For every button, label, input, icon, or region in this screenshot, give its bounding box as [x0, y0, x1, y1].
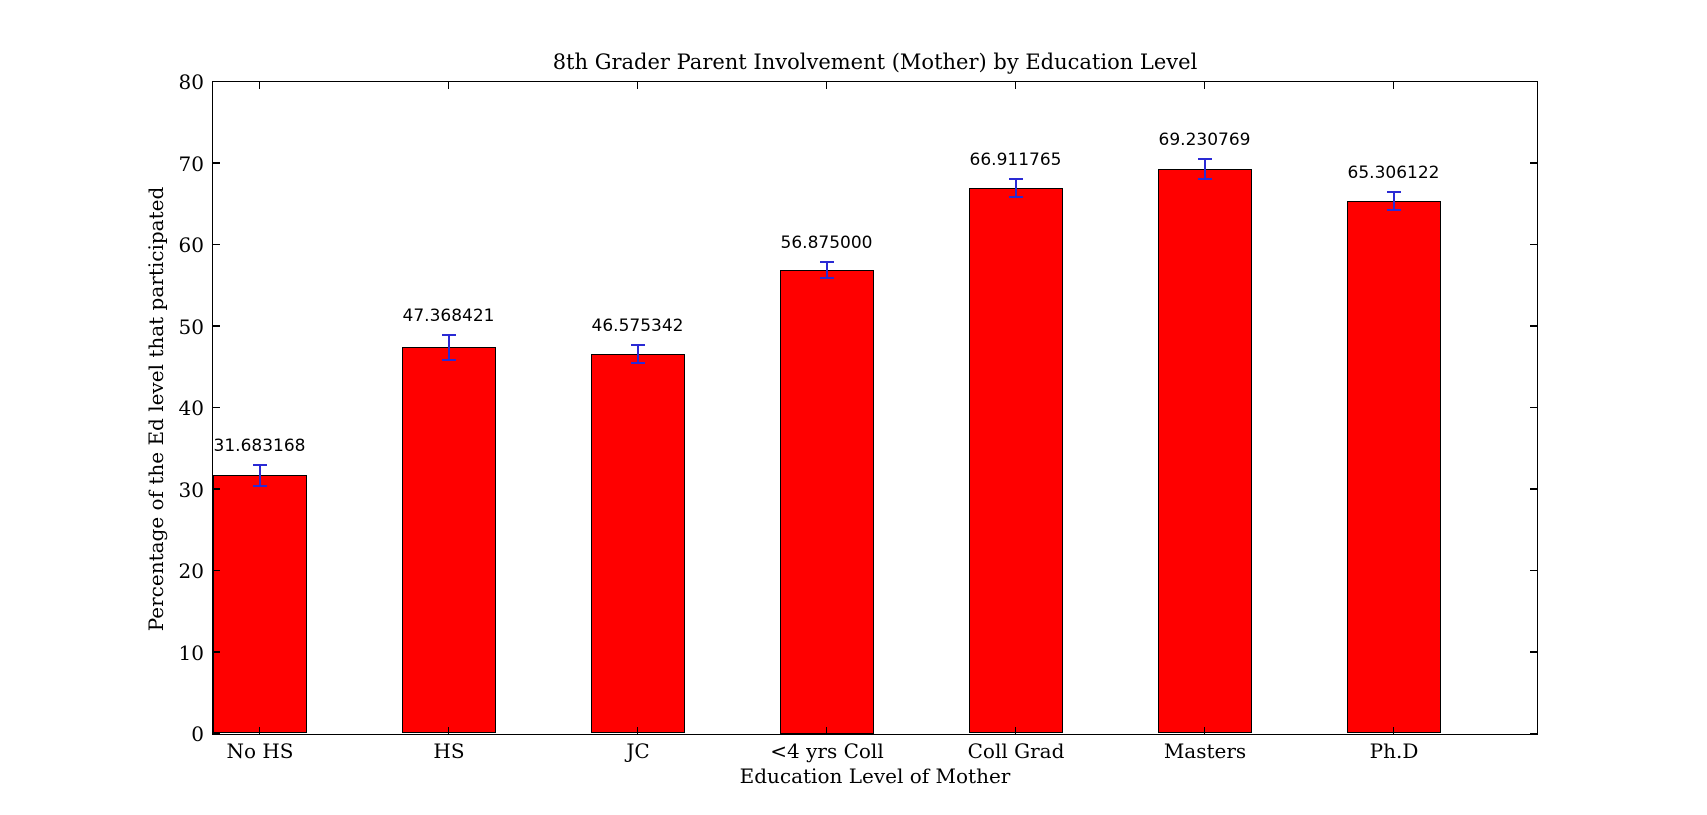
- x-tick-bottom: [636, 726, 639, 734]
- y-tick-right: [1529, 162, 1537, 164]
- error-bar-cap-bottom: [441, 358, 456, 361]
- x-tick-label: No HS: [226, 739, 294, 763]
- x-tick-bottom: [1392, 726, 1395, 734]
- y-tick-left: [212, 651, 220, 653]
- y-tick-right: [1529, 406, 1537, 409]
- error-bar-cap-top: [630, 343, 645, 346]
- y-tick-left: [212, 325, 220, 327]
- x-tick-top: [1392, 81, 1395, 89]
- error-bar-cap-top: [441, 334, 456, 337]
- error-bar-cap-top: [252, 463, 267, 466]
- x-tick-top: [1014, 81, 1017, 89]
- error-bar-cap-top: [1008, 178, 1023, 181]
- error-bar: [636, 344, 639, 363]
- y-tick-left: [212, 162, 220, 164]
- x-tick-label: HS: [433, 739, 465, 763]
- y-tick-label: 30: [178, 477, 204, 502]
- y-tick-label: 0: [191, 722, 204, 746]
- bar-JC: [590, 353, 685, 734]
- bar-Coll Grad: [968, 188, 1063, 734]
- y-tick-right: [1529, 325, 1537, 327]
- error-bar-cap-bottom: [1197, 178, 1212, 181]
- y-tick-right: [1529, 732, 1537, 735]
- y-tick-label: 60: [178, 233, 204, 257]
- bar-value-label: 66.911765: [969, 150, 1062, 171]
- y-tick-right: [1529, 80, 1537, 83]
- y-tick-label: 70: [178, 151, 204, 176]
- x-tick-top: [1203, 81, 1206, 89]
- error-bar: [258, 464, 261, 486]
- bar-value-label: 65.306122: [1347, 163, 1440, 184]
- bar-No HS: [212, 475, 307, 734]
- error-bar-cap-bottom: [1386, 209, 1401, 212]
- chart-title: 8th Grader Parent Involvement (Mother) b…: [552, 50, 1198, 74]
- error-bar: [1014, 179, 1017, 198]
- x-tick-label: JC: [626, 739, 650, 763]
- bar-Masters: [1157, 169, 1252, 734]
- y-tick-left: [212, 732, 220, 735]
- bar-value-label: 69.230769: [1158, 130, 1251, 151]
- bar-value-label: 56.875000: [780, 232, 873, 253]
- x-axis-label: Education Level of Mother: [739, 764, 1011, 788]
- error-bar-cap-bottom: [252, 484, 267, 487]
- error-bar-cap-top: [1386, 191, 1401, 194]
- y-tick-left: [212, 80, 220, 83]
- bar-HS: [401, 347, 496, 734]
- x-tick-bottom: [258, 726, 261, 734]
- x-tick-top: [636, 81, 639, 89]
- error-bar: [825, 261, 828, 279]
- y-tick-left: [212, 569, 220, 572]
- bar-Ph.D: [1346, 201, 1441, 734]
- y-tick-label: 50: [178, 314, 204, 339]
- x-tick-label: Coll Grad: [967, 739, 1065, 763]
- bar-value-label: 31.683168: [213, 435, 306, 456]
- y-tick-label: 80: [178, 70, 204, 94]
- error-bar-cap-top: [819, 260, 834, 263]
- y-tick-right: [1529, 651, 1537, 653]
- error-bar: [1392, 192, 1395, 211]
- x-tick-top: [825, 81, 828, 89]
- y-tick-label: 20: [178, 559, 204, 583]
- plot-area: 31.683168 47.368421 46.575342 56.875000 66.9…: [211, 80, 1538, 735]
- error-bar: [447, 335, 450, 360]
- error-bar-cap-top: [1197, 158, 1212, 161]
- x-tick-label: Masters: [1163, 739, 1247, 763]
- error-bar-cap-bottom: [819, 277, 834, 280]
- x-tick-label: Ph.D: [1369, 739, 1419, 763]
- x-tick-top: [258, 81, 261, 89]
- x-tick-label: <4 yrs Coll: [770, 739, 884, 763]
- x-tick-bottom: [447, 726, 450, 734]
- x-tick-top: [447, 81, 450, 89]
- x-tick-bottom: [1203, 726, 1206, 734]
- y-tick-left: [212, 488, 220, 490]
- y-tick-label: 10: [178, 640, 204, 665]
- error-bar-cap-bottom: [630, 361, 645, 364]
- error-bar: [1203, 159, 1206, 180]
- y-tick-left: [212, 406, 220, 409]
- bar-value-label: 46.575342: [591, 315, 684, 336]
- error-bar-cap-bottom: [1008, 196, 1023, 199]
- bar-value-label: 47.368421: [402, 306, 495, 327]
- x-tick-bottom: [1014, 726, 1017, 734]
- y-tick-right: [1529, 488, 1537, 490]
- x-tick-bottom: [825, 726, 828, 734]
- y-tick-label: 40: [178, 396, 204, 420]
- y-tick-right: [1529, 569, 1537, 572]
- y-tick-left: [212, 243, 220, 246]
- y-tick-right: [1529, 243, 1537, 246]
- bar-<4 yrs Coll: [779, 269, 874, 734]
